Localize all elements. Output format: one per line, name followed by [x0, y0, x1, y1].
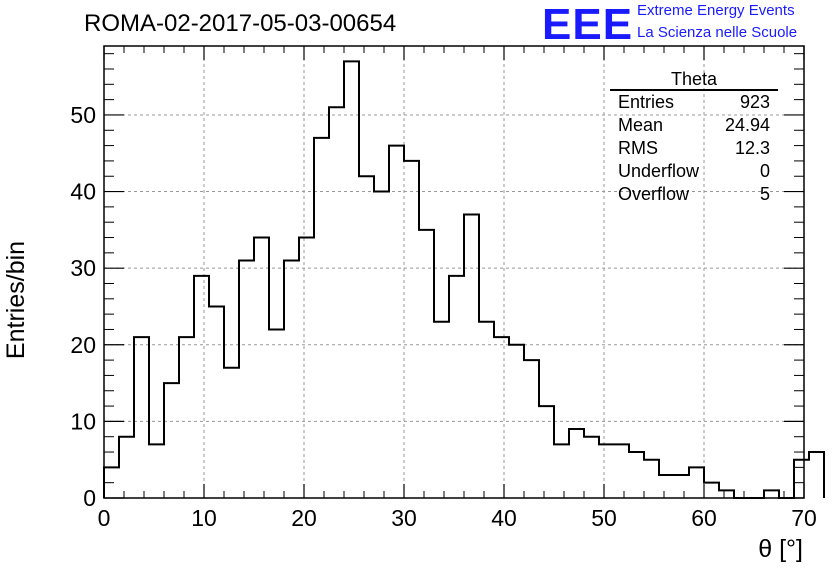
y-tick-label: 50: [70, 102, 96, 128]
stats-label: Underflow: [618, 161, 700, 181]
histogram-bin: [209, 306, 224, 498]
histogram-bin: [719, 490, 734, 498]
histogram-bin: [374, 192, 389, 498]
x-tick-label: 70: [791, 505, 817, 531]
histogram-bin: [614, 444, 629, 498]
stats-label: RMS: [618, 138, 658, 158]
histogram-bin: [569, 429, 584, 498]
x-tick-label: 10: [191, 505, 217, 531]
logo-line-1: Extreme Energy Events: [637, 2, 795, 19]
x-axis-label: θ [°]: [758, 535, 803, 563]
y-tick-label: 30: [70, 255, 96, 281]
histogram-bin: [494, 337, 509, 498]
histogram-bin: [359, 176, 374, 498]
histogram-bin: [689, 467, 704, 498]
histogram-bin: [239, 261, 254, 498]
histogram-bin: [809, 452, 824, 498]
histogram-bin: [449, 276, 464, 498]
histogram-bin: [224, 368, 239, 498]
histogram-bin: [674, 475, 689, 498]
histogram-bin: [539, 406, 554, 498]
histogram-bin: [134, 337, 149, 498]
run-title: ROMA-02-2017-05-03-00654: [84, 10, 397, 37]
y-tick-label: 20: [70, 332, 96, 358]
histogram-bin: [149, 444, 164, 498]
x-tick-label: 20: [291, 505, 317, 531]
stats-box: Theta Entries 923 Mean 24.94 RMS 12.3 Un…: [610, 70, 778, 206]
x-tick-label: 60: [691, 505, 717, 531]
y-axis-label: Entries/bin: [2, 240, 30, 360]
y-tick-label: 40: [70, 179, 96, 205]
y-tick-label: 0: [83, 485, 96, 511]
histogram-bin: [404, 161, 419, 498]
histogram-bin: [509, 345, 524, 498]
histogram-bin: [794, 460, 809, 498]
histogram-bin: [629, 452, 644, 498]
histogram-bin: [389, 146, 404, 498]
histogram-bin: [329, 107, 344, 498]
stats-row-underflow: Underflow 0: [612, 160, 778, 183]
histogram-bin: [299, 238, 314, 498]
x-tick-label: 30: [391, 505, 417, 531]
plot-frame: [103, 45, 805, 499]
histogram-bin: [269, 329, 284, 498]
stats-value: 923: [739, 92, 770, 112]
stats-value: 24.94: [724, 115, 770, 135]
histogram-bin: [524, 360, 539, 498]
histogram-bin: [164, 383, 179, 498]
histogram-bin: [434, 322, 449, 498]
histogram-bin: [704, 483, 719, 498]
logo-line-2: La Scienza nelle Scuole: [637, 24, 798, 41]
histogram-bin: [104, 467, 119, 498]
histogram-bin: [194, 276, 209, 498]
stats-row-overflow: Overflow 5: [612, 183, 778, 206]
stats-value: 12.3: [734, 138, 770, 158]
x-tick-label: 0: [98, 505, 111, 531]
histogram-bin: [179, 337, 194, 498]
stats-label: Overflow: [618, 184, 690, 204]
y-tick-label: 10: [70, 408, 96, 434]
stats-value: 0: [759, 161, 770, 181]
histogram-bin: [764, 490, 779, 498]
histogram-bin: [644, 460, 659, 498]
histogram-bin: [464, 215, 479, 498]
histogram-bin: [599, 444, 614, 498]
histogram-series-outline: [103, 60, 825, 499]
histogram-bin: [344, 61, 359, 498]
eee-logo: EEE: [542, 0, 634, 49]
grid-lines: [104, 46, 804, 498]
x-tick-label: 40: [491, 505, 517, 531]
histogram-bin: [119, 437, 134, 498]
histogram-bin: [584, 437, 599, 498]
histogram-bin: [284, 261, 299, 498]
stats-row-entries: Entries 923: [612, 91, 778, 114]
stats-label: Entries: [618, 92, 675, 112]
histogram-bin: [659, 475, 674, 498]
stats-row-rms: RMS 12.3: [612, 137, 778, 160]
histogram-bin: [254, 238, 269, 498]
stats-row-mean: Mean 24.94: [612, 114, 778, 137]
stats-title: Theta: [610, 70, 778, 91]
stats-label: Mean: [618, 115, 664, 135]
histogram-bin: [314, 138, 329, 498]
histogram-bin: [554, 444, 569, 498]
x-tick-label: 50: [591, 505, 617, 531]
histogram-bin: [479, 322, 494, 498]
stats-value: 5: [759, 184, 770, 204]
histogram-bin: [419, 230, 434, 498]
